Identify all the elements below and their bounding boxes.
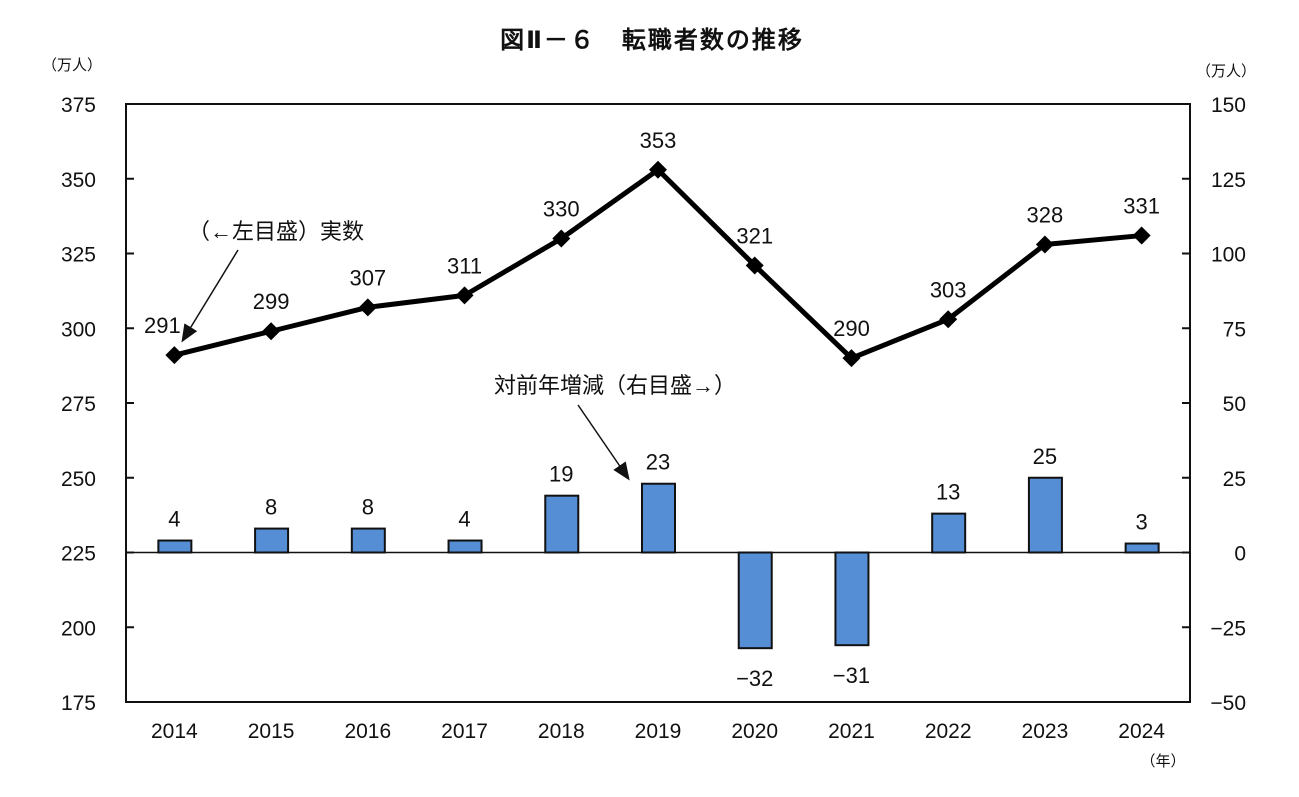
line-point (939, 310, 958, 329)
bar-data-label: 19 (549, 462, 573, 487)
chart-title: 図Ⅱ－６ 転職者数の推移 (500, 26, 804, 54)
left-tick-label: 275 (61, 393, 96, 416)
line-data-label: 328 (1027, 203, 1064, 228)
line-data-label: 330 (543, 197, 580, 222)
bar-data-label: 3 (1136, 510, 1148, 535)
bar (834, 551, 870, 647)
left-tick-label: 200 (61, 617, 96, 640)
left-tick-label: 300 (61, 318, 96, 341)
x-tick-label: 2014 (151, 720, 198, 743)
right-tick-label: 50 (1223, 393, 1246, 416)
line-data-label: 353 (640, 128, 677, 153)
bar (447, 539, 483, 554)
line-point (745, 256, 764, 275)
bar (1027, 476, 1063, 554)
x-tick-label: 2018 (538, 720, 585, 743)
line-point (649, 160, 667, 179)
x-axis-unit: （年） (1140, 753, 1185, 770)
line-data-label: 299 (253, 289, 290, 314)
x-tick-label: 2016 (344, 720, 391, 743)
line-data-label: 290 (833, 316, 870, 341)
x-tick-label: 2021 (828, 720, 875, 743)
right-tick-label: 150 (1211, 94, 1246, 117)
bar (641, 482, 676, 554)
left-tick-label: 375 (61, 94, 96, 117)
x-tick-label: 2019 (635, 720, 682, 743)
plot-frame (125, 103, 1191, 703)
bar-data-label: 23 (646, 450, 670, 475)
annotation-line: （←左目盛）実数 (188, 219, 364, 244)
bar (350, 527, 386, 554)
annotation-line-arrow (181, 249, 239, 343)
right-axis-unit: （万人） (1196, 63, 1256, 80)
line-data-label: 291 (144, 313, 181, 338)
x-tick-label: 2022 (925, 720, 972, 743)
line-point (262, 322, 281, 341)
bar (737, 551, 773, 650)
x-tick-label: 2017 (441, 720, 488, 743)
line-data-label: 331 (1123, 194, 1160, 219)
left-tick-label: 175 (61, 692, 96, 715)
left-axis-unit: （万人） (42, 57, 102, 74)
right-tick-label: 125 (1211, 169, 1246, 192)
line-point (165, 346, 184, 365)
right-tick-label: 25 (1223, 468, 1246, 491)
bar-data-label: 25 (1033, 444, 1057, 469)
x-tick-label: 2024 (1118, 720, 1165, 743)
right-tick-label: 100 (1211, 244, 1246, 267)
annotation-bar-arrow (577, 404, 630, 481)
line-data-label: 303 (930, 277, 967, 302)
bar-data-label: −32 (736, 666, 773, 691)
line-point (552, 229, 571, 248)
x-tick-label: 2015 (248, 720, 295, 743)
line-point (358, 298, 377, 317)
bar-data-label: 8 (265, 495, 277, 520)
right-tick-label: 75 (1223, 318, 1246, 341)
line-data-label: 311 (447, 253, 482, 278)
left-tick-label: 225 (61, 543, 96, 566)
bar (1124, 542, 1160, 554)
bar (931, 512, 967, 554)
line-point (455, 286, 474, 305)
bar (544, 494, 580, 554)
right-tick-label: 0 (1234, 543, 1246, 566)
bar-data-label: 13 (936, 480, 960, 505)
line-point (1035, 235, 1054, 254)
bar-data-label: 4 (458, 507, 470, 532)
left-tick-label: 250 (61, 468, 96, 491)
line-data-label: 321 (736, 223, 773, 248)
bar-data-label: 4 (168, 507, 180, 532)
line-data-label: 307 (349, 265, 386, 290)
bar (254, 527, 290, 554)
x-tick-label: 2020 (731, 720, 778, 743)
left-tick-label: 350 (61, 169, 96, 192)
line-point (1132, 226, 1151, 245)
bar-data-label: −31 (833, 663, 870, 688)
line-point (842, 349, 861, 368)
left-tick-label: 325 (61, 244, 96, 267)
line-series (173, 167, 1142, 361)
right-tick-label: −50 (1210, 692, 1246, 715)
right-tick-label: −25 (1210, 617, 1246, 640)
bar (157, 539, 193, 554)
annotation-bar: 対前年増減（右目盛→） (494, 373, 736, 398)
x-tick-label: 2023 (1022, 720, 1069, 743)
bar-data-label: 8 (362, 495, 374, 520)
